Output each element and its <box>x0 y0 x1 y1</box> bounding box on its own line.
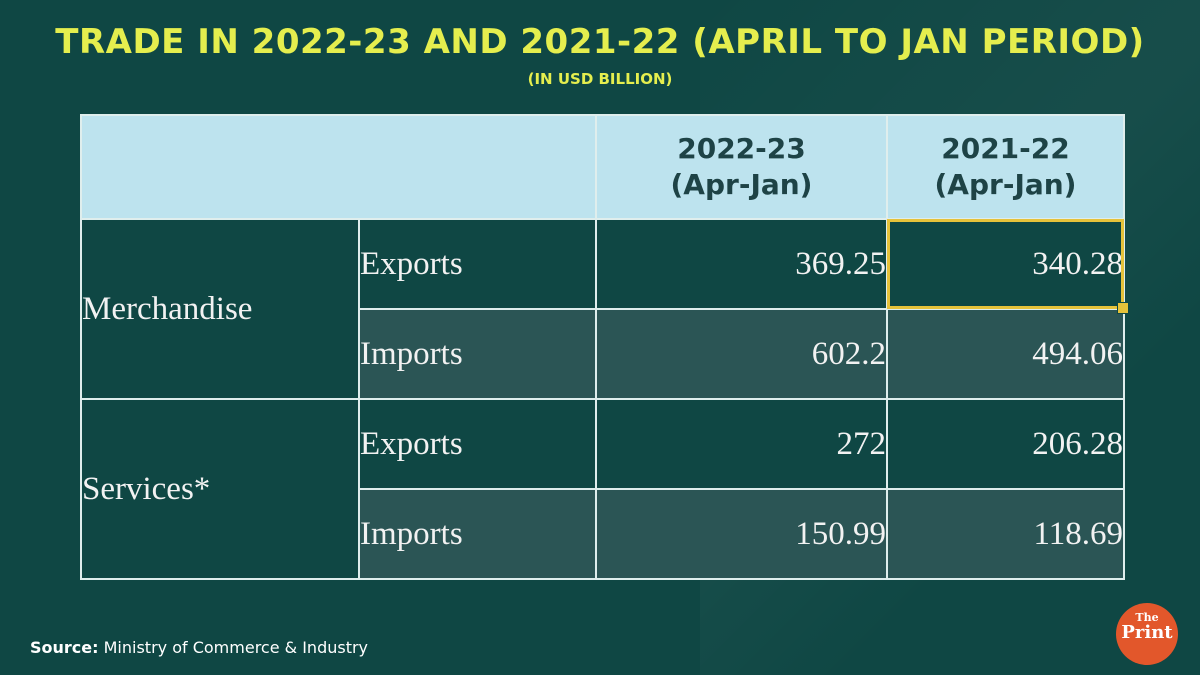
theprint-logo: The Print <box>1116 603 1178 665</box>
column-header-year: 2021-22 <box>941 132 1070 165</box>
table-row: Imports 602.2 494.06 <box>81 308 1125 400</box>
source-text: Ministry of Commerce & Industry <box>103 638 369 657</box>
logo-text-the: The <box>1135 611 1159 624</box>
value-cell: 206.28 <box>886 398 1125 490</box>
value-cell: 369.25 <box>595 218 888 310</box>
value-cell: 494.06 <box>886 308 1125 400</box>
flow-label: Imports <box>358 488 597 580</box>
header-row: 2022-23 (Apr-Jan) 2021-22 (Apr-Jan) <box>80 114 1125 220</box>
value-cell: 118.69 <box>886 488 1125 580</box>
value-cell: 602.2 <box>595 308 888 400</box>
column-header-period: (Apr-Jan) <box>670 168 813 201</box>
flow-label: Exports <box>358 398 597 490</box>
column-header-2021-22: 2021-22 (Apr-Jan) <box>886 114 1125 220</box>
table-row: Imports 150.99 118.69 <box>81 488 1125 580</box>
value-text: 340.28 <box>1032 245 1123 282</box>
source-label: Source: <box>30 638 99 657</box>
header-blank-cell <box>80 114 597 220</box>
value-cell: 272 <box>595 398 888 490</box>
selection-fill-handle[interactable] <box>1117 302 1129 314</box>
trade-table-container: 2022-23 (Apr-Jan) 2021-22 (Apr-Jan) Merc… <box>80 114 1129 580</box>
column-header-year: 2022-23 <box>677 132 806 165</box>
trade-table: 2022-23 (Apr-Jan) 2021-22 (Apr-Jan) Merc… <box>80 114 1129 580</box>
column-header-2022-23: 2022-23 (Apr-Jan) <box>595 114 888 220</box>
value-cell-selected[interactable]: 340.28 <box>886 218 1129 314</box>
value-cell: 150.99 <box>595 488 888 580</box>
flow-label: Imports <box>358 308 597 400</box>
chart-title: TRADE IN 2022-23 AND 2021-22 (APRIL TO J… <box>55 22 1145 62</box>
category-merchandise: Merchandise <box>80 218 360 400</box>
column-header-period: (Apr-Jan) <box>934 168 1077 201</box>
table-row: Services* Exports 272 206.28 <box>80 398 1125 580</box>
flow-label: Exports <box>358 218 597 310</box>
table-row: Merchandise Exports 369.25 340.28 <box>80 218 1129 400</box>
logo-text-print: Print <box>1121 622 1173 643</box>
chart-subtitle: (IN USD BILLION) <box>527 70 673 88</box>
source-note: Source: Ministry of Commerce & Industry <box>30 638 368 657</box>
category-services: Services* <box>80 398 360 580</box>
